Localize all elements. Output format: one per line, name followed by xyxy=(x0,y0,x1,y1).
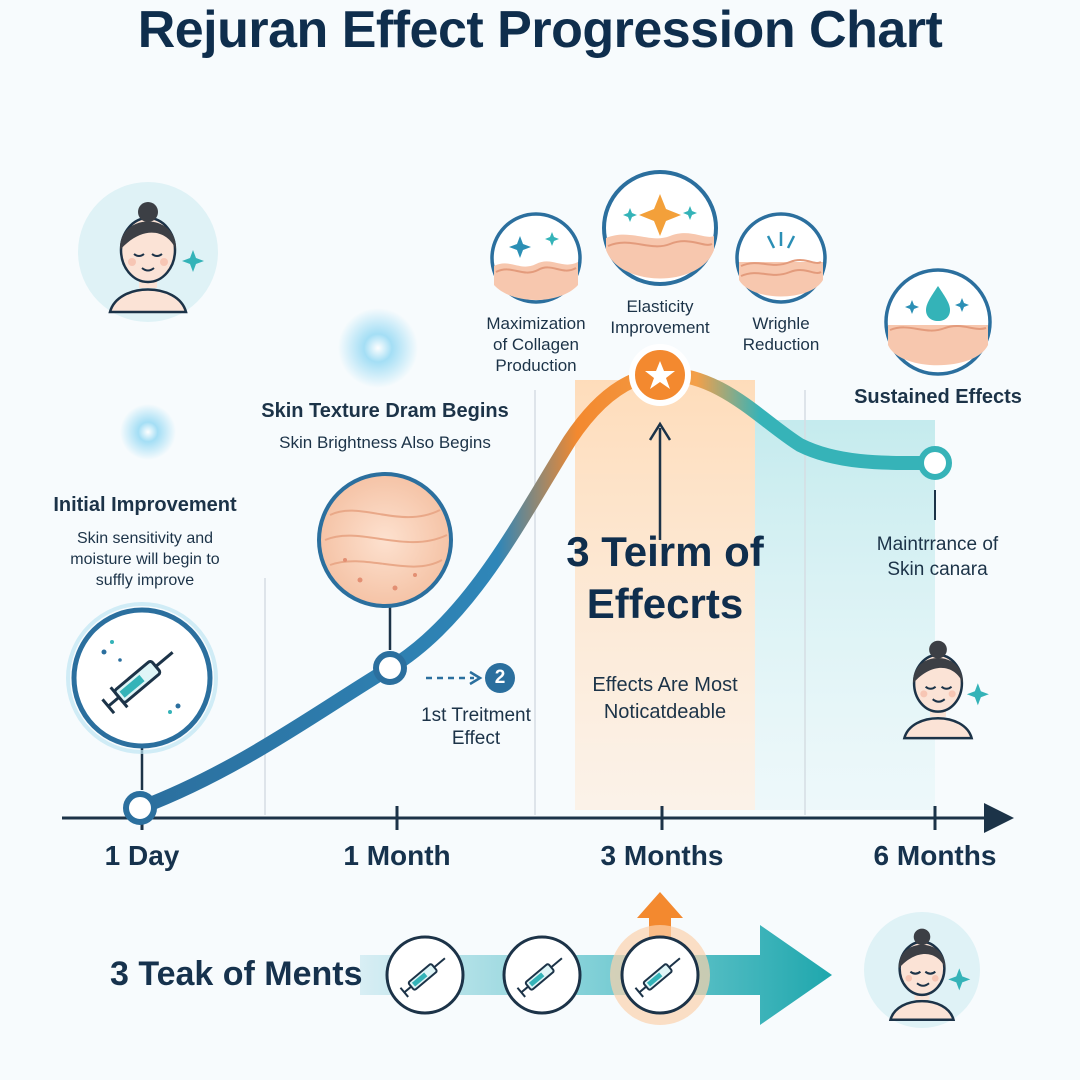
texture-title: Skin Texture Dram Begins xyxy=(261,400,509,422)
droplet-skin-icon xyxy=(884,268,992,376)
face-avatar-icon xyxy=(864,912,980,1028)
curve-node xyxy=(373,651,407,685)
sustained-band xyxy=(755,420,935,810)
glow-dot xyxy=(338,308,418,388)
progression-curve xyxy=(133,366,942,815)
tick-label: 6 Months xyxy=(873,840,997,871)
treatment-arrow xyxy=(360,925,832,1025)
sparkle-skin-icon xyxy=(490,212,582,304)
syringe-icon xyxy=(66,602,218,754)
tick-label: 1 Month xyxy=(343,840,451,871)
page-title: Rejuran Effect Progression Chart xyxy=(137,1,943,59)
collagen-label: Maximization of Collagen Production xyxy=(486,314,586,375)
initial-desc: Skin sensitivity and moisture will begin … xyxy=(70,530,220,589)
maintenance-label: Maintrrance of Skin canara xyxy=(876,534,999,580)
step-badge-number: 2 xyxy=(494,667,506,688)
treatments-label: 3 Teak of Ments xyxy=(110,955,363,993)
treatment-syringe-icon xyxy=(385,935,465,1015)
peak-sub: Effects Are Most Noticatdeable xyxy=(592,674,738,723)
face-avatar-icon xyxy=(902,640,989,740)
elasticity-label: Elasticity Improvement xyxy=(610,297,710,337)
sustained-title: Sustained Effects xyxy=(854,386,1022,408)
wrinkle-skin-icon xyxy=(735,212,827,304)
treatment-syringe-icon xyxy=(502,935,582,1015)
tick-label: 3 Months xyxy=(600,840,724,871)
curve-node xyxy=(123,791,157,825)
star-icon xyxy=(645,361,675,389)
tick-label: 1 Day xyxy=(104,840,180,871)
step-badge xyxy=(485,663,515,693)
up-arrow-icon xyxy=(637,892,683,938)
initial-title: Initial Improvement xyxy=(53,494,237,516)
star-skin-icon xyxy=(602,170,718,286)
skin-texture-icon xyxy=(317,472,453,608)
wrinkle-label: Wrighle Reduction xyxy=(742,314,820,354)
curve-node xyxy=(918,446,952,480)
peak-title: 3 Teirm of Effecrts xyxy=(566,528,764,627)
peak-band xyxy=(575,380,755,810)
glow-dot xyxy=(120,404,176,460)
treatment-syringe-icon xyxy=(610,925,710,1025)
texture-desc: Skin Brightness Also Begins xyxy=(279,433,491,452)
dashed-arrowhead xyxy=(469,670,483,686)
face-avatar-icon xyxy=(78,182,218,322)
peak-arrowhead xyxy=(648,421,672,441)
first-treatment-label: 1st Treitment Effect xyxy=(421,705,531,749)
